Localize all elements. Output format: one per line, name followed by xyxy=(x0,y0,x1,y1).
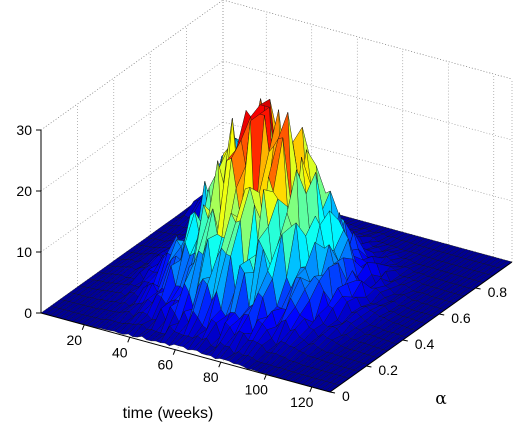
z-gridline xyxy=(40,121,224,253)
x-tick-mark xyxy=(218,361,222,368)
alpha-tick-label: 0.4 xyxy=(415,336,435,352)
x-tick-mark xyxy=(309,386,313,393)
x-axis-label: time (weeks) xyxy=(123,405,214,422)
z-gridline xyxy=(222,0,513,80)
alpha-tick-label: 0.6 xyxy=(451,310,471,326)
y-axis-label: α xyxy=(435,389,447,409)
alpha-tick-label: 0.2 xyxy=(378,362,398,378)
z-tick-label: 20 xyxy=(16,183,32,199)
alpha-tick-mark xyxy=(366,365,372,368)
alpha-axis-line xyxy=(329,261,513,393)
wall-edge-line xyxy=(222,0,513,80)
z-gridline xyxy=(222,60,513,141)
x-axis-line xyxy=(40,312,331,393)
alpha-tick-label: 0 xyxy=(342,388,350,404)
x-tick-label: 20 xyxy=(66,332,82,348)
z-gridline xyxy=(40,0,224,131)
axes-layer xyxy=(36,129,513,394)
alpha-tick-mark xyxy=(329,391,336,394)
x-tick-mark xyxy=(127,337,131,343)
tick-labels: 20 40 60 80 100 120 0 0.2 0.4 0.6 0.8 0 10 20 30 xyxy=(16,122,507,410)
x-tick-label: 120 xyxy=(290,394,314,410)
alpha-tick-mark xyxy=(439,313,445,316)
x-tick-label: 60 xyxy=(157,357,173,373)
x-tick-mark xyxy=(263,374,267,380)
x-tick-label: 100 xyxy=(245,382,269,398)
alpha-tick-mark xyxy=(402,339,408,342)
x-tick-label: 80 xyxy=(203,369,219,385)
x-tick-mark xyxy=(172,349,176,355)
surface-layer xyxy=(40,98,513,393)
alpha-tick-label: 0.8 xyxy=(488,284,508,300)
z-tick-label: 30 xyxy=(16,122,32,138)
z-tick-label: 0 xyxy=(24,305,32,321)
z-gridline xyxy=(40,60,224,192)
z-gridline xyxy=(222,121,513,202)
x-tick-mark xyxy=(81,324,85,331)
x-tick-label: 40 xyxy=(112,344,128,360)
alpha-tick-mark xyxy=(475,287,481,290)
z-tick-label: 10 xyxy=(16,244,32,260)
